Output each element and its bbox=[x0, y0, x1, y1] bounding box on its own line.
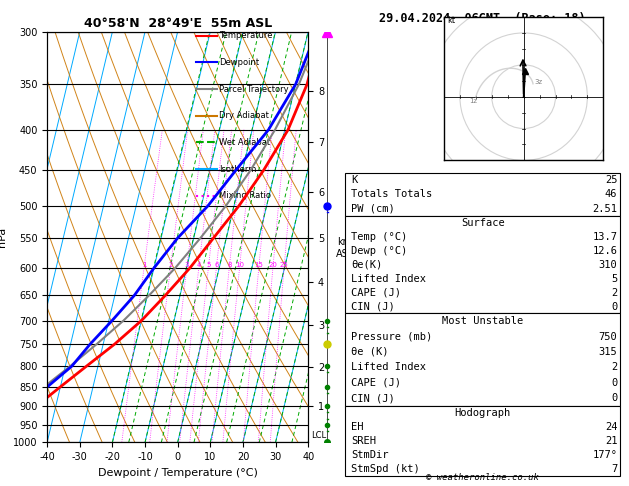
Text: Dry Adiabat: Dry Adiabat bbox=[220, 111, 269, 120]
Text: Totals Totals: Totals Totals bbox=[351, 190, 432, 199]
Text: 2.51: 2.51 bbox=[593, 204, 617, 214]
Text: Temp (°C): Temp (°C) bbox=[351, 232, 408, 242]
Bar bbox=[345, 216, 620, 313]
Text: 3: 3 bbox=[184, 262, 189, 268]
Text: 21: 21 bbox=[605, 436, 617, 446]
Text: 10: 10 bbox=[235, 262, 244, 268]
Text: 2: 2 bbox=[168, 262, 172, 268]
Text: 29.04.2024  06GMT  (Base: 18): 29.04.2024 06GMT (Base: 18) bbox=[379, 12, 586, 25]
Text: 1z: 1z bbox=[469, 98, 477, 104]
Text: 12.6: 12.6 bbox=[593, 246, 617, 256]
Text: Lifted Index: Lifted Index bbox=[351, 363, 426, 372]
Text: 3z: 3z bbox=[535, 79, 543, 85]
Text: 2: 2 bbox=[611, 363, 617, 372]
Text: kt: kt bbox=[447, 17, 455, 25]
Text: Pressure (mb): Pressure (mb) bbox=[351, 331, 432, 342]
Bar bbox=[345, 173, 620, 216]
Bar bbox=[345, 313, 620, 406]
Text: 5: 5 bbox=[611, 274, 617, 284]
Text: Isotherm: Isotherm bbox=[220, 165, 257, 174]
Text: θe(K): θe(K) bbox=[351, 260, 382, 270]
Text: 310: 310 bbox=[599, 260, 617, 270]
Text: 25: 25 bbox=[280, 262, 289, 268]
Text: 315: 315 bbox=[599, 347, 617, 357]
Text: Most Unstable: Most Unstable bbox=[442, 316, 523, 326]
Text: © weatheronline.co.uk: © weatheronline.co.uk bbox=[426, 473, 539, 482]
Text: Surface: Surface bbox=[461, 218, 504, 228]
Text: 177°: 177° bbox=[593, 450, 617, 460]
Text: Parcel Trajectory: Parcel Trajectory bbox=[220, 85, 289, 94]
Text: CAPE (J): CAPE (J) bbox=[351, 288, 401, 297]
Text: Temperature: Temperature bbox=[220, 31, 273, 40]
Text: Mixing Ratio: Mixing Ratio bbox=[220, 191, 272, 200]
Text: 750: 750 bbox=[599, 331, 617, 342]
Text: Lifted Index: Lifted Index bbox=[351, 274, 426, 284]
Text: StmSpd (kt): StmSpd (kt) bbox=[351, 464, 420, 474]
Text: CAPE (J): CAPE (J) bbox=[351, 378, 401, 388]
Text: CIN (J): CIN (J) bbox=[351, 393, 395, 403]
Text: 6: 6 bbox=[214, 262, 219, 268]
Y-axis label: km
ASL: km ASL bbox=[336, 237, 354, 259]
Text: 20: 20 bbox=[269, 262, 277, 268]
Text: K: K bbox=[351, 175, 357, 185]
Text: SREH: SREH bbox=[351, 436, 376, 446]
Text: Dewp (°C): Dewp (°C) bbox=[351, 246, 408, 256]
Text: 13.7: 13.7 bbox=[593, 232, 617, 242]
Text: 5: 5 bbox=[206, 262, 211, 268]
Text: StmDir: StmDir bbox=[351, 450, 389, 460]
Text: 0: 0 bbox=[611, 393, 617, 403]
Bar bbox=[345, 406, 620, 476]
Text: EH: EH bbox=[351, 422, 364, 432]
Text: 4: 4 bbox=[197, 262, 201, 268]
Text: Hodograph: Hodograph bbox=[455, 408, 511, 418]
Text: PW (cm): PW (cm) bbox=[351, 204, 395, 214]
Text: 0: 0 bbox=[611, 378, 617, 388]
Text: 1: 1 bbox=[142, 262, 147, 268]
Title: 40°58'N  28°49'E  55m ASL: 40°58'N 28°49'E 55m ASL bbox=[84, 17, 272, 31]
Text: 24: 24 bbox=[605, 422, 617, 432]
Text: θe (K): θe (K) bbox=[351, 347, 389, 357]
Text: 2: 2 bbox=[611, 288, 617, 297]
Text: Dewpoint: Dewpoint bbox=[220, 58, 260, 67]
Text: CIN (J): CIN (J) bbox=[351, 301, 395, 312]
Text: 0: 0 bbox=[611, 301, 617, 312]
Text: 15: 15 bbox=[254, 262, 263, 268]
Text: 25: 25 bbox=[605, 175, 617, 185]
Y-axis label: hPa: hPa bbox=[0, 227, 8, 247]
Text: Wet Adiabat: Wet Adiabat bbox=[220, 138, 270, 147]
Text: 46: 46 bbox=[605, 190, 617, 199]
Text: LCL: LCL bbox=[311, 431, 326, 440]
Text: 7: 7 bbox=[611, 464, 617, 474]
X-axis label: Dewpoint / Temperature (°C): Dewpoint / Temperature (°C) bbox=[97, 468, 258, 478]
Text: 8: 8 bbox=[227, 262, 231, 268]
